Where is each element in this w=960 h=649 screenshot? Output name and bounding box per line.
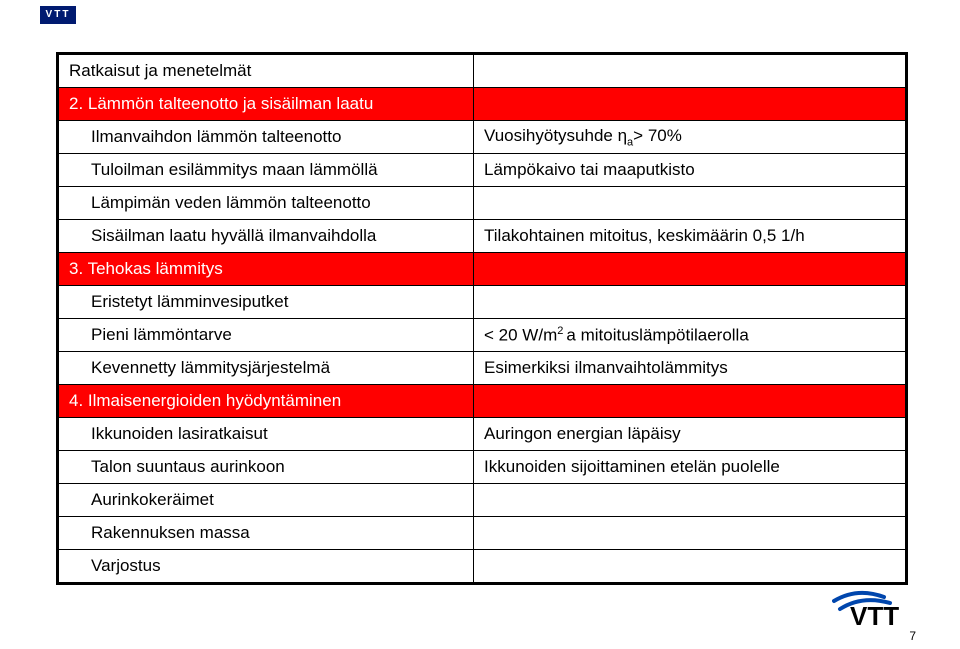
cell-right [474, 550, 906, 583]
cell-right [474, 88, 906, 121]
vtt-logo: VTT [832, 583, 922, 631]
cell-left: Varjostus [59, 550, 474, 583]
cell-left: Sisäilman laatu hyvällä ilmanvaihdolla [59, 220, 474, 253]
table-row: Sisäilman laatu hyvällä ilmanvaihdollaTi… [59, 220, 906, 253]
table-row: Lämpimän veden lämmön talteenotto [59, 187, 906, 220]
page-number: 7 [909, 629, 916, 643]
cell-left: Ratkaisut ja menetelmät [59, 55, 474, 88]
cell-right [474, 187, 906, 220]
cell-left: Lämpimän veden lämmön talteenotto [59, 187, 474, 220]
table-row: 3. Tehokas lämmitys [59, 253, 906, 286]
cell-left: Aurinkokeräimet [59, 484, 474, 517]
cell-left: Tuloilman esilämmitys maan lämmöllä [59, 154, 474, 187]
cell-right: < 20 W/m2 a mitoituslämpötilaerolla [474, 319, 906, 352]
cell-left: Ikkunoiden lasiratkaisut [59, 418, 474, 451]
cell-right [474, 55, 906, 88]
content-table: Ratkaisut ja menetelmät2. Lämmön talteen… [58, 54, 906, 583]
cell-right: Auringon energian läpäisy [474, 418, 906, 451]
table-row: Eristetyt lämminvesiputket [59, 286, 906, 319]
table-row: 4. Ilmaisenergioiden hyödyntäminen [59, 385, 906, 418]
table-row: Ilmanvaihdon lämmön talteenottoVuosihyöt… [59, 121, 906, 154]
table-row: Talon suuntaus aurinkoonIkkunoiden sijoi… [59, 451, 906, 484]
table-row: Ratkaisut ja menetelmät [59, 55, 906, 88]
cell-right: Lämpökaivo tai maaputkisto [474, 154, 906, 187]
cell-left: Ilmanvaihdon lämmön talteenotto [59, 121, 474, 154]
cell-left: Rakennuksen massa [59, 517, 474, 550]
content-table-wrap: Ratkaisut ja menetelmät2. Lämmön talteen… [56, 52, 908, 585]
cell-left: 3. Tehokas lämmitys [59, 253, 474, 286]
cell-right [474, 517, 906, 550]
cell-right [474, 484, 906, 517]
cell-left: 2. Lämmön talteenotto ja sisäilman laatu [59, 88, 474, 121]
table-row: Varjostus [59, 550, 906, 583]
table-row: Tuloilman esilämmitys maan lämmölläLämpö… [59, 154, 906, 187]
svg-text:VTT: VTT [850, 601, 899, 631]
table-row: Rakennuksen massa [59, 517, 906, 550]
table-row: Ikkunoiden lasiratkaisutAuringon energia… [59, 418, 906, 451]
cell-left: Eristetyt lämminvesiputket [59, 286, 474, 319]
cell-left: Pieni lämmöntarve [59, 319, 474, 352]
cell-right: Tilakohtainen mitoitus, keskimäärin 0,5 … [474, 220, 906, 253]
cell-right [474, 253, 906, 286]
vtt-top-badge: VTT [40, 6, 76, 24]
cell-right [474, 385, 906, 418]
table-row: Aurinkokeräimet [59, 484, 906, 517]
cell-left: Kevennetty lämmitysjärjestelmä [59, 352, 474, 385]
cell-left: Talon suuntaus aurinkoon [59, 451, 474, 484]
cell-right [474, 286, 906, 319]
table-row: Pieni lämmöntarve< 20 W/m2 a mitoitusläm… [59, 319, 906, 352]
table-row: 2. Lämmön talteenotto ja sisäilman laatu [59, 88, 906, 121]
cell-right: Ikkunoiden sijoittaminen etelän puolelle [474, 451, 906, 484]
cell-right: Esimerkiksi ilmanvaihtolämmitys [474, 352, 906, 385]
table-row: Kevennetty lämmitysjärjestelmäEsimerkiks… [59, 352, 906, 385]
cell-right: Vuosihyötysuhde ηa> 70% [474, 121, 906, 154]
cell-left: 4. Ilmaisenergioiden hyödyntäminen [59, 385, 474, 418]
